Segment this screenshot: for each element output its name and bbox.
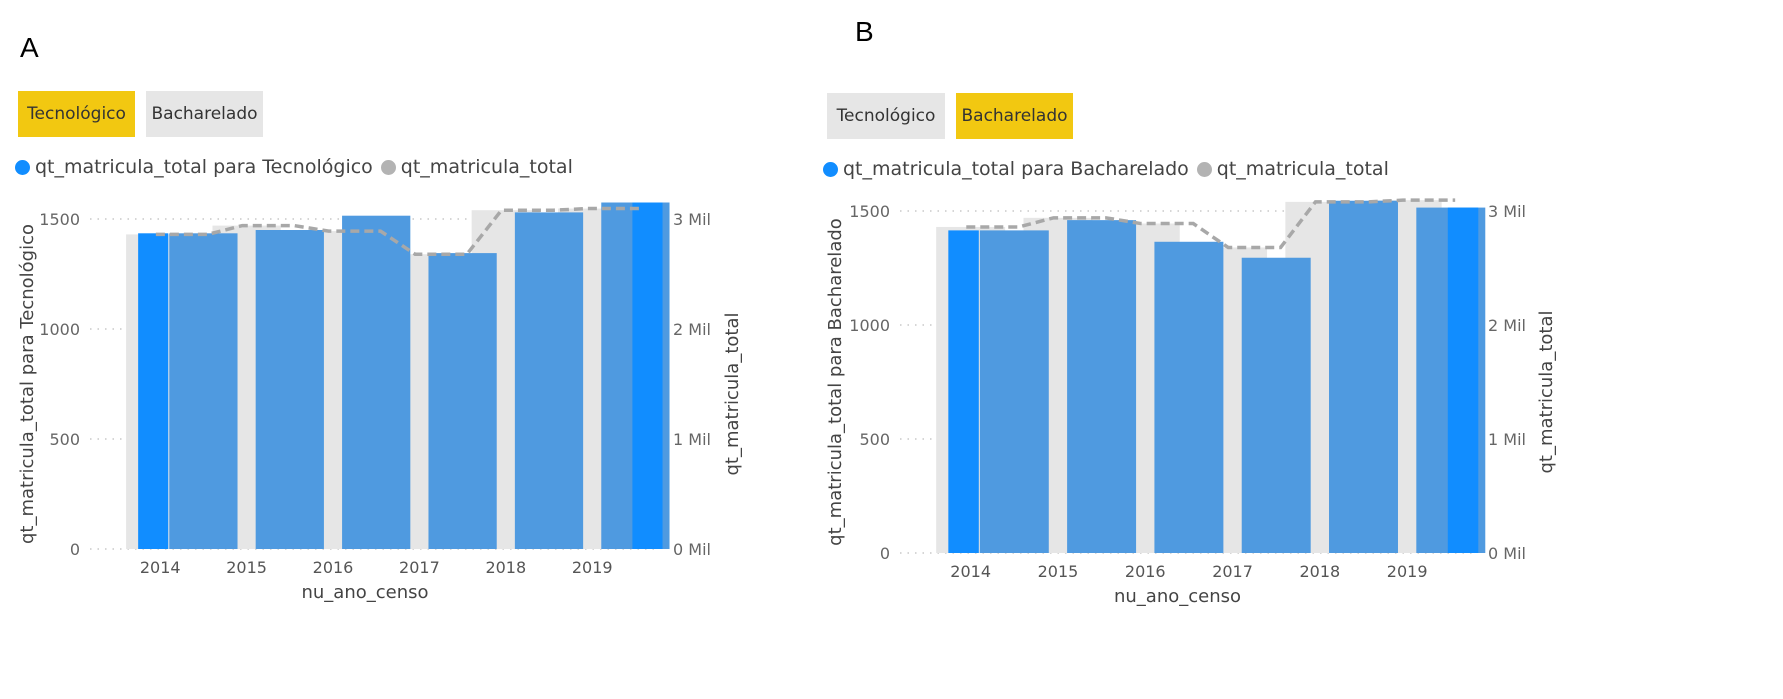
x-tick-label: 2015 <box>226 558 267 577</box>
x-axis-title: nu_ano_censo <box>1114 586 1241 607</box>
y2-tick-label: 0 Mil <box>673 540 711 559</box>
x-tick-label: 2014 <box>140 558 181 577</box>
bar-primary <box>514 212 584 549</box>
legend-dot-icon <box>1196 161 1212 177</box>
legend-label: qt_matricula_total para Tecnológico <box>35 156 373 178</box>
x-tick-label: 2018 <box>485 558 526 577</box>
y-tick-label: 500 <box>49 430 80 449</box>
combo-chart: 0 500 1000 1500 0 Mil 1 Mil 2 Mil 3 Mil 2014 2015… <box>825 198 1557 607</box>
series-line-total <box>966 198 1456 250</box>
bar-primary <box>1154 241 1224 553</box>
panel-letter: A <box>20 32 39 63</box>
x-tick-label: 2017 <box>1212 562 1253 581</box>
y-axis-title: qt_matricula_total para Tecnológico <box>17 224 38 544</box>
bar-primary-edge <box>138 233 169 550</box>
y2-tick-label: 1 Mil <box>1488 430 1526 449</box>
legend-label: qt_matricula_total para Bacharelado <box>843 158 1189 180</box>
bar-primary <box>255 230 324 549</box>
slicer-button-tecnologico[interactable]: Tecnológico <box>827 93 945 139</box>
bar-primary <box>1241 257 1311 553</box>
y-tick-label: 500 <box>859 430 890 449</box>
y2-tick-label: 1 Mil <box>673 430 711 449</box>
legend-label: qt_matricula_total <box>400 156 573 178</box>
x-tick-label: 2016 <box>313 558 354 577</box>
legend-dot-icon <box>15 159 30 175</box>
y2-axis-title: qt_matricula_total <box>722 312 743 475</box>
combo-chart: 0 500 1000 1500 0 Mil 1 Mil 2 Mil 3 Mil 2014 2015… <box>17 202 743 603</box>
chart-legend: qt_matricula_total para Tecnológico qt_m… <box>15 156 581 178</box>
y-tick-label: 0 <box>70 540 80 559</box>
legend-dot-icon <box>380 159 396 175</box>
legend-item-series[interactable]: qt_matricula_total para Tecnológico <box>15 156 373 178</box>
chart-panel-b: B Tecnológico Bacharelado qt_matricula_t… <box>823 0 1782 699</box>
y-tick-label: 1000 <box>39 320 80 339</box>
y-axis-title: qt_matricula_total para Bacharelado <box>825 218 846 546</box>
y-tick-label: 1500 <box>849 202 890 221</box>
y-tick-label: 1000 <box>849 316 890 335</box>
slicer-button-bacharelado[interactable]: Bacharelado <box>146 91 263 137</box>
x-tick-label: 2019 <box>572 558 613 577</box>
bar-primary-edge <box>1447 207 1479 553</box>
y2-tick-label: 0 Mil <box>1488 544 1526 563</box>
chart-legend: qt_matricula_total para Bacharelado qt_m… <box>823 158 1397 180</box>
bar-primary <box>428 253 497 549</box>
legend-item-series[interactable]: qt_matricula_total para Bacharelado <box>823 158 1189 180</box>
legend-label: qt_matricula_total <box>1216 158 1389 180</box>
y-tick-label: 1500 <box>39 210 80 229</box>
bar-primary <box>1067 220 1137 553</box>
x-tick-label: 2016 <box>1125 562 1166 581</box>
legend-item-total[interactable]: qt_matricula_total <box>380 156 573 178</box>
x-tick-label: 2017 <box>399 558 440 577</box>
x-tick-label: 2014 <box>950 562 991 581</box>
y2-tick-label: 3 Mil <box>1488 202 1526 221</box>
y2-tick-label: 2 Mil <box>673 320 711 339</box>
panel-letter: B <box>855 16 874 47</box>
chart-panel-a: A Tecnológico Bacharelado qt_matricula_t… <box>0 0 891 699</box>
slicer-button-bacharelado[interactable]: Bacharelado <box>956 93 1073 139</box>
slicer-button-tecnologico[interactable]: Tecnológico <box>18 91 135 137</box>
y2-tick-label: 3 Mil <box>673 210 711 229</box>
x-tick-label: 2019 <box>1387 562 1428 581</box>
x-axis-title: nu_ano_censo <box>301 582 428 603</box>
bar-primary-edge <box>948 230 979 553</box>
bar-primary <box>169 233 238 550</box>
legend-item-total[interactable]: qt_matricula_total <box>1196 158 1389 180</box>
bar-primary <box>1329 200 1398 554</box>
series-line-total <box>155 206 640 256</box>
bar-primary <box>979 230 1049 553</box>
legend-dot-icon <box>823 161 838 177</box>
x-tick-label: 2015 <box>1038 562 1079 581</box>
y-tick-label: 0 <box>880 544 890 563</box>
bar-primary <box>342 215 411 549</box>
y2-axis-title: qt_matricula_total <box>1536 310 1557 473</box>
x-tick-label: 2018 <box>1299 562 1340 581</box>
y2-tick-label: 2 Mil <box>1488 316 1526 335</box>
bar-primary-edge <box>632 202 663 549</box>
